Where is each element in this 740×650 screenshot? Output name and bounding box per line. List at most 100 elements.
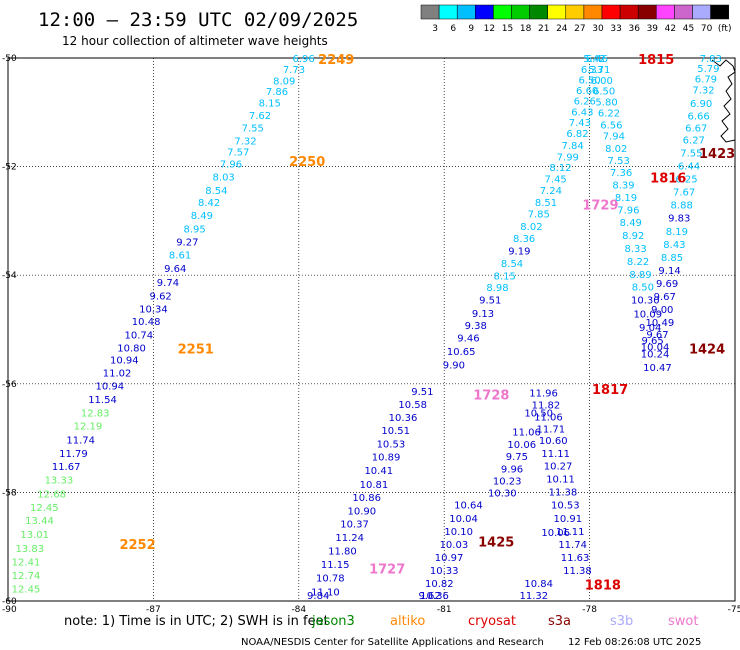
color-scale-label: 6	[450, 24, 456, 34]
chart-subtitle: 12 hour collection of altimeter wave hei…	[62, 34, 328, 48]
wave-height-value: 8.39	[612, 181, 634, 192]
wave-height-value: 10.24	[641, 349, 670, 360]
wave-height-value: 12.19	[74, 422, 103, 433]
wave-height-value: 8.42	[198, 198, 220, 209]
wave-height-value: 10.64	[454, 500, 483, 511]
pass-number-label: 2250	[289, 155, 325, 170]
wave-height-value: 6.44	[678, 162, 700, 173]
wave-height-value: 7.84	[562, 141, 584, 152]
wave-height-value: 10.65	[447, 347, 476, 358]
wave-height-value: 6.66	[688, 112, 710, 123]
color-swatch	[710, 4, 729, 20]
color-scale-label: 18	[520, 24, 532, 34]
wave-height-value: 11.54	[88, 395, 117, 406]
wave-height-value: 10.23	[493, 477, 522, 488]
color-swatch	[583, 4, 603, 20]
color-scale-label: 70	[701, 24, 713, 34]
wave-height-value: 9.74	[157, 278, 179, 289]
wave-height-value: 7.85	[528, 209, 550, 220]
wave-height-value: 9.67	[654, 292, 676, 303]
color-swatch	[674, 4, 693, 20]
wave-height-value: 7.43	[569, 118, 591, 129]
wave-height-value: 8.43	[663, 240, 685, 251]
wave-height-value: 7.53	[608, 156, 630, 167]
mission-legend-entry: cryosat	[468, 614, 516, 629]
wave-height-value: 6.22	[598, 108, 620, 119]
wave-height-value: 5.71	[588, 65, 610, 76]
mission-legend-entry: s3a	[548, 614, 571, 629]
wave-height-value: 6.50	[593, 87, 615, 98]
wave-height-value: 6.67	[685, 124, 707, 135]
wave-height-value: 8.98	[486, 283, 508, 294]
color-swatch	[420, 4, 440, 20]
grid-lines	[8, 58, 735, 601]
wave-height-value: 11.67	[52, 462, 81, 473]
wave-height-value: 7.55	[242, 124, 264, 135]
wave-height-value: 6.82	[566, 129, 588, 140]
x-tick-label: -87	[146, 605, 161, 615]
wave-height-value: 8.49	[620, 218, 642, 229]
wave-height-value: 10.50	[524, 409, 553, 420]
plot-frame	[7, 57, 736, 602]
wave-height-value: 11.79	[59, 449, 88, 460]
wave-height-value: 9.96	[501, 465, 523, 476]
pass-number-label: 1425	[478, 535, 514, 550]
wave-height-value: 8.02	[520, 222, 542, 233]
pass-number-label: 2252	[119, 538, 155, 553]
wave-height-value: 12.83	[81, 409, 110, 420]
wave-height-value: 8.03	[213, 172, 235, 183]
wave-height-value: 8.15	[259, 99, 281, 110]
color-swatch	[619, 4, 639, 20]
wave-height-value: 10.30	[488, 488, 517, 499]
wave-height-value: 7.55	[680, 149, 702, 160]
chart-title: 12:00 — 23:59 UTC 02/09/2025	[38, 9, 358, 31]
wave-height-value: 11.96	[529, 389, 558, 400]
color-scale-label: 9	[468, 24, 474, 34]
color-scale-label: 12	[484, 24, 495, 34]
color-swatch	[637, 4, 657, 20]
wave-height-value: 10.97	[435, 553, 464, 564]
wave-height-value: 12.45	[12, 585, 41, 596]
wave-height-value: 8.09	[273, 76, 295, 87]
wave-height-value: 13.33	[45, 475, 74, 486]
y-tick-label: -58	[2, 488, 17, 498]
wave-height-value: 10.74	[125, 330, 154, 341]
wave-height-value: 7.36	[610, 168, 632, 179]
x-tick-label: -84	[291, 605, 306, 615]
wave-height-value: 6.60	[576, 86, 598, 97]
color-swatch	[601, 4, 621, 20]
wave-height-value: 10.30	[631, 296, 660, 307]
wave-height-value: 7.62	[249, 111, 271, 122]
wave-height-value: 6.46	[586, 54, 608, 65]
wave-height-value: 9.51	[411, 387, 433, 398]
wave-height-value: 6.26	[574, 96, 596, 107]
wave-height-value: 10.60	[539, 436, 568, 447]
axis-tick-labels: -50 -52 -54 -56 -58 -60 -87 -84 -81 -78 -75 -90	[2, 54, 740, 615]
y-tick-label: -56	[2, 380, 17, 390]
wave-height-value: 7.94	[603, 132, 625, 143]
wave-height-value: 11.71	[537, 424, 566, 435]
wave-height-value: 11.82	[532, 401, 561, 412]
color-swatch	[692, 4, 711, 20]
coastline-outline	[711, 59, 736, 143]
color-scale-label: 36	[628, 24, 640, 34]
x-tick-label: -75	[728, 605, 740, 615]
wave-height-value: 11.80	[328, 547, 357, 558]
wave-height-value: 11.11	[541, 449, 570, 460]
color-swatch	[511, 4, 530, 20]
wave-height-value: 10.27	[544, 461, 573, 472]
color-scale-label: 24	[556, 24, 568, 34]
wave-height-value: 10.11	[546, 474, 575, 485]
footer-note: note: 1) Time is in UTC; 2) SWH is in fe…	[64, 614, 329, 629]
wave-height-value: 11.63	[561, 553, 590, 564]
wave-height-value: 9.46	[457, 334, 479, 345]
x-tick-label: -90	[2, 605, 17, 615]
wave-height-value: 7.24	[540, 186, 562, 197]
y-tick-label: -54	[2, 271, 17, 281]
credit-line: NOAA/NESDIS Center for Satellite Applica…	[241, 637, 544, 648]
wave-height-value: 8.36	[513, 234, 535, 245]
mission-legend: jason3 altiko cryosat s3a s3b swot	[311, 614, 698, 629]
wave-height-value: 10.49	[646, 318, 675, 329]
wave-height-value: 7.99	[557, 152, 579, 163]
wave-height-value: 10.80	[117, 344, 146, 355]
